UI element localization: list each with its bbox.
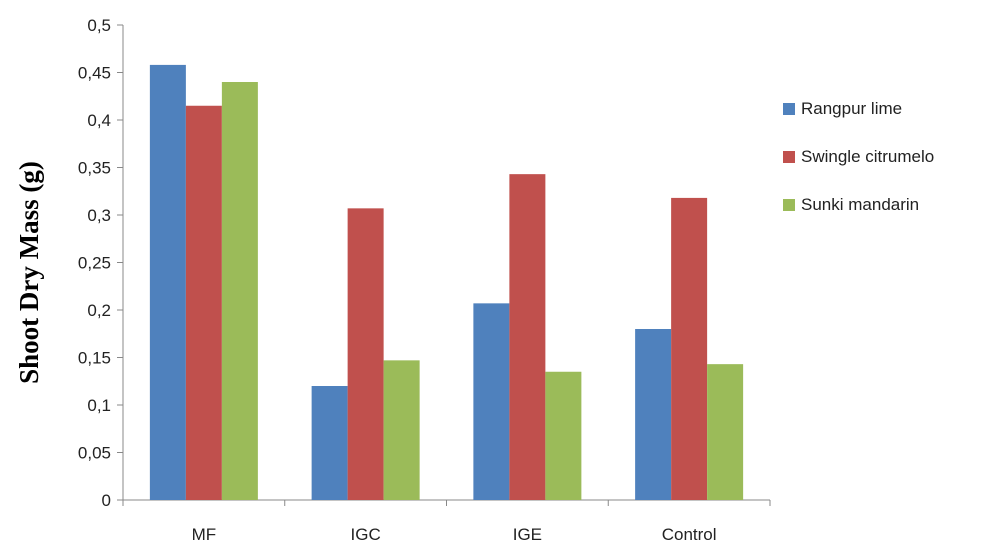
y-tick-label: 0,2 bbox=[87, 301, 111, 320]
y-tick-label: 0,3 bbox=[87, 206, 111, 225]
legend-swatch bbox=[783, 103, 795, 115]
legend-label: Rangpur lime bbox=[801, 99, 902, 118]
bar-rangpur-lime-ige bbox=[473, 303, 510, 500]
x-category-label: Control bbox=[662, 525, 717, 544]
x-axis: MF IGC IGE Control bbox=[122, 499, 771, 544]
y-axis-title: Shoot Dry Mass (g) bbox=[14, 161, 44, 384]
legend-swatch bbox=[783, 199, 795, 211]
bar-swingle-citrumelo-igc bbox=[347, 208, 384, 500]
legend-swatch bbox=[783, 151, 795, 163]
y-axis: 0 0,05 0,1 0,15 0,2 0,25 0,3 0,35 0,4 0,45 0,5 bbox=[78, 16, 124, 510]
legend-label: Sunki mandarin bbox=[801, 195, 919, 214]
y-tick-label: 0,5 bbox=[87, 16, 111, 35]
bar-swingle-citrumelo-mf bbox=[185, 105, 222, 500]
bar-sunki-mandarin-igc bbox=[383, 360, 420, 500]
y-tick-label: 0,35 bbox=[78, 159, 111, 178]
bar-swingle-citrumelo-control bbox=[671, 197, 708, 500]
bar-sunki-mandarin-mf bbox=[221, 82, 258, 500]
bar-rangpur-lime-mf bbox=[149, 64, 186, 501]
y-tick-label: 0,1 bbox=[87, 396, 111, 415]
bar-swingle-citrumelo-ige bbox=[509, 174, 546, 500]
y-tick-label: 0,15 bbox=[78, 349, 111, 368]
x-category-label: IGC bbox=[351, 525, 381, 544]
bar-rangpur-lime-igc bbox=[311, 386, 348, 500]
legend-label: Swingle citrumelo bbox=[801, 147, 934, 166]
x-category-label: IGE bbox=[513, 525, 542, 544]
y-tick-label: 0,45 bbox=[78, 64, 111, 83]
legend: Rangpur lime Swingle citrumelo Sunki manda… bbox=[783, 99, 934, 214]
bar-sunki-mandarin-control bbox=[707, 364, 744, 500]
y-tick-label: 0 bbox=[102, 491, 111, 510]
y-tick-label: 0,05 bbox=[78, 444, 111, 463]
y-tick-label: 0,25 bbox=[78, 254, 111, 273]
x-category-label: MF bbox=[192, 525, 217, 544]
bar-rangpur-lime-control bbox=[635, 329, 672, 500]
y-tick-label: 0,4 bbox=[87, 111, 111, 130]
bar-sunki-mandarin-ige bbox=[545, 371, 582, 500]
bars bbox=[149, 64, 744, 501]
